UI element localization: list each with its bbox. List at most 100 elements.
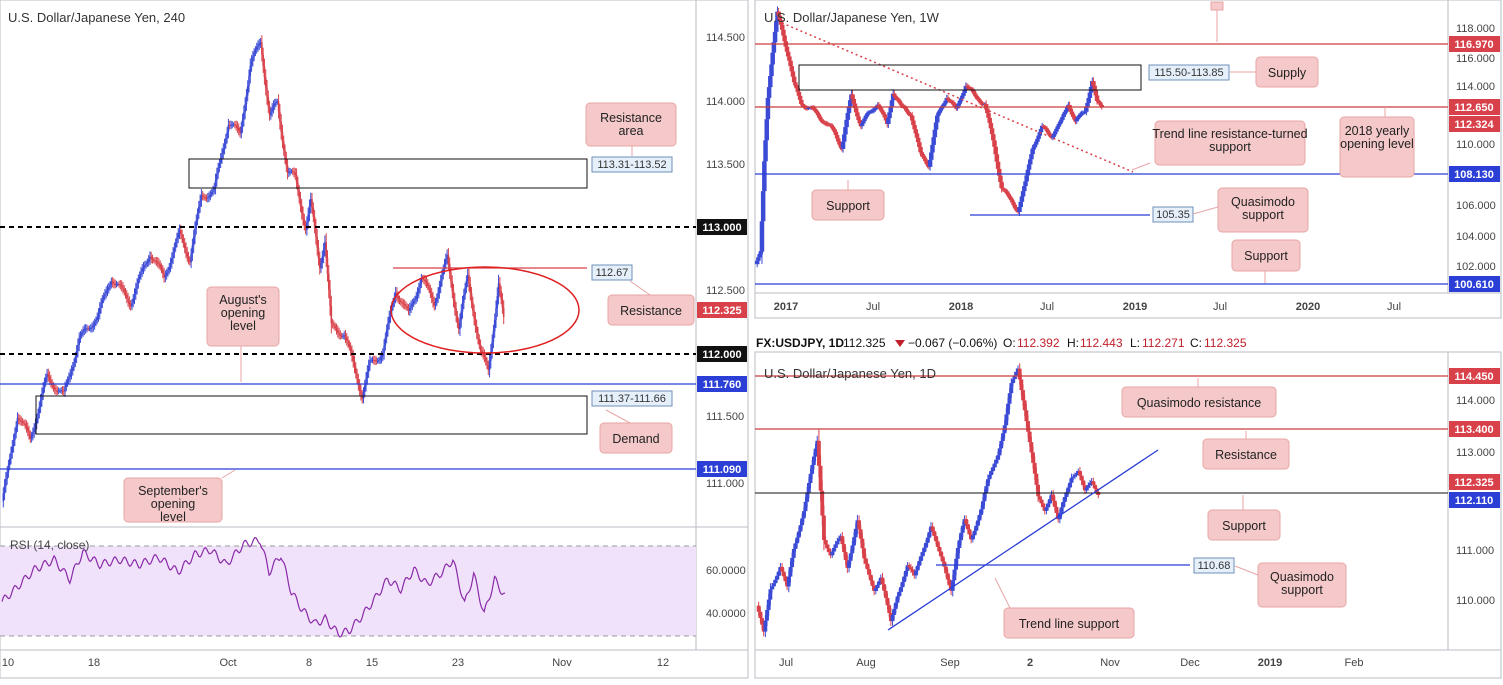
candle-body (414, 299, 416, 302)
candle-body (1029, 154, 1034, 160)
candle-body (115, 284, 118, 286)
candle-body (418, 288, 420, 293)
h4-rsi-tick-60: 60.0000 (706, 565, 746, 577)
candle-body (784, 46, 790, 52)
svg-text:Dec: Dec (1180, 657, 1200, 669)
candle-body (140, 271, 142, 276)
daily-level-tags: 114.450 113.400 112.325 112.110 (1449, 368, 1500, 508)
candle-body (1008, 197, 1014, 201)
candle-body (212, 189, 214, 193)
candle-body (501, 299, 504, 308)
candle-body (832, 547, 836, 552)
svg-text:110.68: 110.68 (1198, 560, 1231, 572)
candle-body (110, 281, 113, 285)
candle-body (936, 112, 941, 116)
candle-body (1048, 134, 1053, 137)
candle-body (223, 144, 226, 150)
h4-callout-resistance: Resistance (607, 280, 695, 326)
candle-body (988, 122, 994, 129)
candle-body (833, 131, 839, 136)
candle-body (428, 286, 430, 290)
candle-body (894, 97, 899, 100)
candle-body (1045, 130, 1051, 133)
candle-body (198, 206, 200, 214)
svg-text:112.000: 112.000 (702, 349, 741, 361)
candle-body (1071, 476, 1076, 478)
svg-text:Resistance: Resistance (1215, 448, 1277, 462)
candle-body (195, 220, 198, 229)
candle-body (893, 602, 898, 609)
candle-body (276, 101, 279, 103)
svg-text:23: 23 (452, 657, 464, 669)
candle-body (803, 501, 808, 512)
candle-body (840, 536, 845, 545)
candle-body (1026, 164, 1032, 170)
candle-body (1032, 144, 1038, 147)
candle-body (17, 418, 20, 420)
candle-body (277, 101, 280, 112)
daily-candles (756, 363, 1101, 638)
candle-body (302, 212, 304, 220)
candle-body (986, 113, 991, 118)
candle-body (214, 180, 217, 188)
svg-text:112.500: 112.500 (706, 285, 745, 297)
candle-body (830, 551, 835, 556)
candle-body (1084, 107, 1089, 112)
candle-body (1086, 97, 1091, 103)
candle-body (865, 113, 871, 115)
candle-body (946, 99, 952, 101)
candle-body (424, 279, 427, 282)
candle-body (974, 95, 979, 98)
candle-body (890, 93, 896, 101)
candle-body (5, 478, 7, 486)
candle-body (106, 289, 109, 292)
candle-body (920, 552, 925, 557)
candle-body (995, 161, 1001, 169)
weekly-callout-support-left: Support (811, 180, 885, 221)
candle-body (46, 373, 48, 378)
candle-body (2, 493, 5, 502)
candle-body (898, 101, 903, 104)
candle-body (760, 191, 766, 222)
candle-body (227, 125, 230, 133)
candle-body (163, 273, 165, 278)
candle-body (132, 298, 135, 303)
candle-body (895, 596, 900, 603)
candle-body (770, 586, 774, 590)
candle-body (496, 295, 499, 309)
candle-body (397, 296, 400, 299)
candle-body (460, 311, 463, 321)
candle-body (996, 455, 1000, 460)
candle-body (1009, 383, 1014, 394)
candle-body (897, 591, 902, 597)
candle-body (951, 103, 957, 105)
candle-body (1012, 204, 1018, 208)
candle-body (210, 192, 213, 195)
svg-text:112.110: 112.110 (1455, 495, 1494, 507)
candle-body (327, 273, 330, 290)
candle-body (164, 275, 167, 278)
candle-body (985, 108, 990, 114)
candle-body (361, 394, 364, 399)
svg-text:112.67: 112.67 (596, 267, 629, 279)
candle-body (938, 108, 944, 111)
candle-body (813, 109, 818, 112)
candle-body (320, 262, 322, 269)
candle-body (945, 573, 950, 580)
candle-body (133, 293, 136, 299)
candle-body (234, 124, 236, 126)
candle-body (1051, 133, 1057, 136)
candle-body (924, 161, 929, 164)
candle-body (1033, 141, 1039, 145)
candle-body (165, 273, 168, 276)
svg-text:2019: 2019 (1123, 301, 1147, 313)
candle-body (360, 390, 362, 395)
svg-text:Supply: Supply (1268, 66, 1307, 80)
candle-body (1063, 109, 1069, 113)
candle-body (1064, 492, 1069, 497)
candle-body (92, 325, 95, 328)
candle-body (763, 620, 768, 632)
candle-body (1044, 507, 1049, 511)
candle-body (21, 421, 24, 423)
candle-body (82, 330, 84, 333)
